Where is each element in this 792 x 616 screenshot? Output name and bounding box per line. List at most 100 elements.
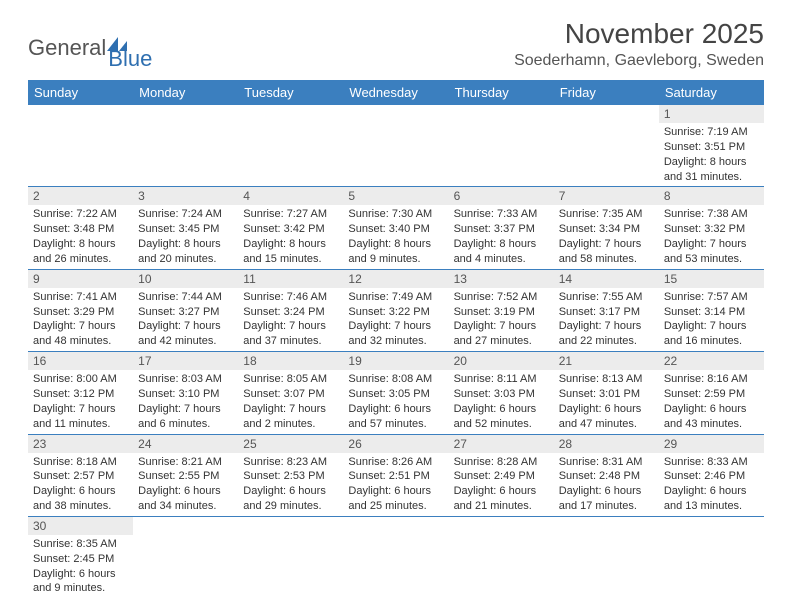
day-info-line: Daylight: 7 hours [559, 319, 654, 334]
location-text: Soederhamn, Gaevleborg, Sweden [514, 52, 764, 70]
day-info-line: and 9 minutes. [33, 581, 128, 596]
day-info-line: Daylight: 8 hours [243, 237, 338, 252]
day-info-line: Sunrise: 7:38 AM [664, 207, 759, 222]
day-info-line: Sunset: 3:01 PM [559, 387, 654, 402]
header-text: November 2025 Soederhamn, Gaevleborg, Sw… [514, 18, 764, 70]
day-info-line: and 21 minutes. [454, 499, 549, 514]
calendar-day-cell [554, 516, 659, 598]
day-number: 3 [133, 187, 238, 205]
day-info-line: Daylight: 6 hours [348, 484, 443, 499]
day-info: Sunrise: 7:33 AMSunset: 3:37 PMDaylight:… [449, 205, 554, 268]
day-info-line: and 17 minutes. [559, 499, 654, 514]
calendar-day-cell [659, 516, 764, 598]
day-info-line: Sunrise: 8:23 AM [243, 455, 338, 470]
day-info-line: Sunrise: 7:46 AM [243, 290, 338, 305]
weekday-header: Friday [554, 80, 659, 105]
day-info-line: and 32 minutes. [348, 334, 443, 349]
day-info-line: Sunset: 2:49 PM [454, 469, 549, 484]
day-info-line: Sunrise: 8:16 AM [664, 372, 759, 387]
day-info: Sunrise: 7:24 AMSunset: 3:45 PMDaylight:… [133, 205, 238, 268]
day-info-line: and 15 minutes. [243, 252, 338, 267]
day-info-line: Sunset: 3:37 PM [454, 222, 549, 237]
day-info-line: Sunrise: 8:11 AM [454, 372, 549, 387]
day-info-line: Daylight: 7 hours [243, 402, 338, 417]
day-info-line: Daylight: 7 hours [559, 237, 654, 252]
day-info-line: Daylight: 7 hours [33, 402, 128, 417]
day-info: Sunrise: 7:27 AMSunset: 3:42 PMDaylight:… [238, 205, 343, 268]
calendar-day-cell [343, 516, 448, 598]
header-row: General Blue November 2025 Soederhamn, G… [28, 18, 764, 72]
day-number: 10 [133, 270, 238, 288]
calendar-week-row: 2Sunrise: 7:22 AMSunset: 3:48 PMDaylight… [28, 187, 764, 269]
calendar-day-cell: 8Sunrise: 7:38 AMSunset: 3:32 PMDaylight… [659, 187, 764, 269]
day-info-line: Sunrise: 7:41 AM [33, 290, 128, 305]
day-info-line: and 38 minutes. [33, 499, 128, 514]
day-number: 14 [554, 270, 659, 288]
day-info-line: and 25 minutes. [348, 499, 443, 514]
day-info-line: Daylight: 7 hours [348, 319, 443, 334]
day-info-line: and 6 minutes. [138, 417, 233, 432]
day-info: Sunrise: 7:55 AMSunset: 3:17 PMDaylight:… [554, 288, 659, 351]
day-info-line: and 47 minutes. [559, 417, 654, 432]
day-info-line: Sunrise: 8:28 AM [454, 455, 549, 470]
day-info-line: and 43 minutes. [664, 417, 759, 432]
calendar-day-cell: 21Sunrise: 8:13 AMSunset: 3:01 PMDayligh… [554, 352, 659, 434]
day-info-line: Sunset: 3:24 PM [243, 305, 338, 320]
day-info-line: Sunset: 3:12 PM [33, 387, 128, 402]
day-number: 9 [28, 270, 133, 288]
weekday-header: Monday [133, 80, 238, 105]
day-number: 18 [238, 352, 343, 370]
day-info-line: Sunset: 3:17 PM [559, 305, 654, 320]
day-info-line: Daylight: 6 hours [454, 484, 549, 499]
calendar-day-cell: 25Sunrise: 8:23 AMSunset: 2:53 PMDayligh… [238, 434, 343, 516]
day-number: 7 [554, 187, 659, 205]
calendar-day-cell [554, 105, 659, 187]
day-info: Sunrise: 8:11 AMSunset: 3:03 PMDaylight:… [449, 370, 554, 433]
calendar-day-cell: 14Sunrise: 7:55 AMSunset: 3:17 PMDayligh… [554, 269, 659, 351]
calendar-day-cell [238, 105, 343, 187]
calendar-day-cell: 20Sunrise: 8:11 AMSunset: 3:03 PMDayligh… [449, 352, 554, 434]
day-info-line: Sunset: 2:48 PM [559, 469, 654, 484]
day-info-line: Sunset: 2:51 PM [348, 469, 443, 484]
day-info: Sunrise: 8:31 AMSunset: 2:48 PMDaylight:… [554, 453, 659, 516]
day-info-line: and 20 minutes. [138, 252, 233, 267]
day-info: Sunrise: 8:33 AMSunset: 2:46 PMDaylight:… [659, 453, 764, 516]
calendar-day-cell: 23Sunrise: 8:18 AMSunset: 2:57 PMDayligh… [28, 434, 133, 516]
day-info-line: Sunset: 3:29 PM [33, 305, 128, 320]
day-info-line: Daylight: 6 hours [33, 484, 128, 499]
day-info-line: Sunset: 2:57 PM [33, 469, 128, 484]
day-info-line: Sunset: 3:05 PM [348, 387, 443, 402]
day-info-line: Sunrise: 7:33 AM [454, 207, 549, 222]
day-info-line: Sunrise: 8:35 AM [33, 537, 128, 552]
calendar-day-cell: 29Sunrise: 8:33 AMSunset: 2:46 PMDayligh… [659, 434, 764, 516]
day-number: 19 [343, 352, 448, 370]
day-info: Sunrise: 8:18 AMSunset: 2:57 PMDaylight:… [28, 453, 133, 516]
day-info-line: Daylight: 7 hours [664, 237, 759, 252]
day-info-line: Sunrise: 8:08 AM [348, 372, 443, 387]
day-number: 24 [133, 435, 238, 453]
day-info-line: and 29 minutes. [243, 499, 338, 514]
day-info: Sunrise: 7:52 AMSunset: 3:19 PMDaylight:… [449, 288, 554, 351]
day-info: Sunrise: 7:41 AMSunset: 3:29 PMDaylight:… [28, 288, 133, 351]
day-info-line: and 31 minutes. [664, 170, 759, 185]
calendar-body: 1Sunrise: 7:19 AMSunset: 3:51 PMDaylight… [28, 105, 764, 598]
logo-word2: Blue [108, 46, 152, 72]
weekday-header: Wednesday [343, 80, 448, 105]
day-number: 20 [449, 352, 554, 370]
day-info-line: Daylight: 7 hours [243, 319, 338, 334]
day-info-line: Daylight: 7 hours [138, 319, 233, 334]
day-info-line: and 16 minutes. [664, 334, 759, 349]
day-info-line: Sunset: 3:07 PM [243, 387, 338, 402]
calendar-day-cell: 22Sunrise: 8:16 AMSunset: 2:59 PMDayligh… [659, 352, 764, 434]
calendar-day-cell: 2Sunrise: 7:22 AMSunset: 3:48 PMDaylight… [28, 187, 133, 269]
day-info-line: and 52 minutes. [454, 417, 549, 432]
day-info-line: Sunrise: 8:33 AM [664, 455, 759, 470]
day-info-line: Sunset: 3:42 PM [243, 222, 338, 237]
day-info-line: Sunset: 3:45 PM [138, 222, 233, 237]
day-number: 25 [238, 435, 343, 453]
day-info-line: and 26 minutes. [33, 252, 128, 267]
calendar-day-cell: 19Sunrise: 8:08 AMSunset: 3:05 PMDayligh… [343, 352, 448, 434]
day-info-line: and 34 minutes. [138, 499, 233, 514]
calendar-day-cell [133, 105, 238, 187]
day-info-line: and 11 minutes. [33, 417, 128, 432]
